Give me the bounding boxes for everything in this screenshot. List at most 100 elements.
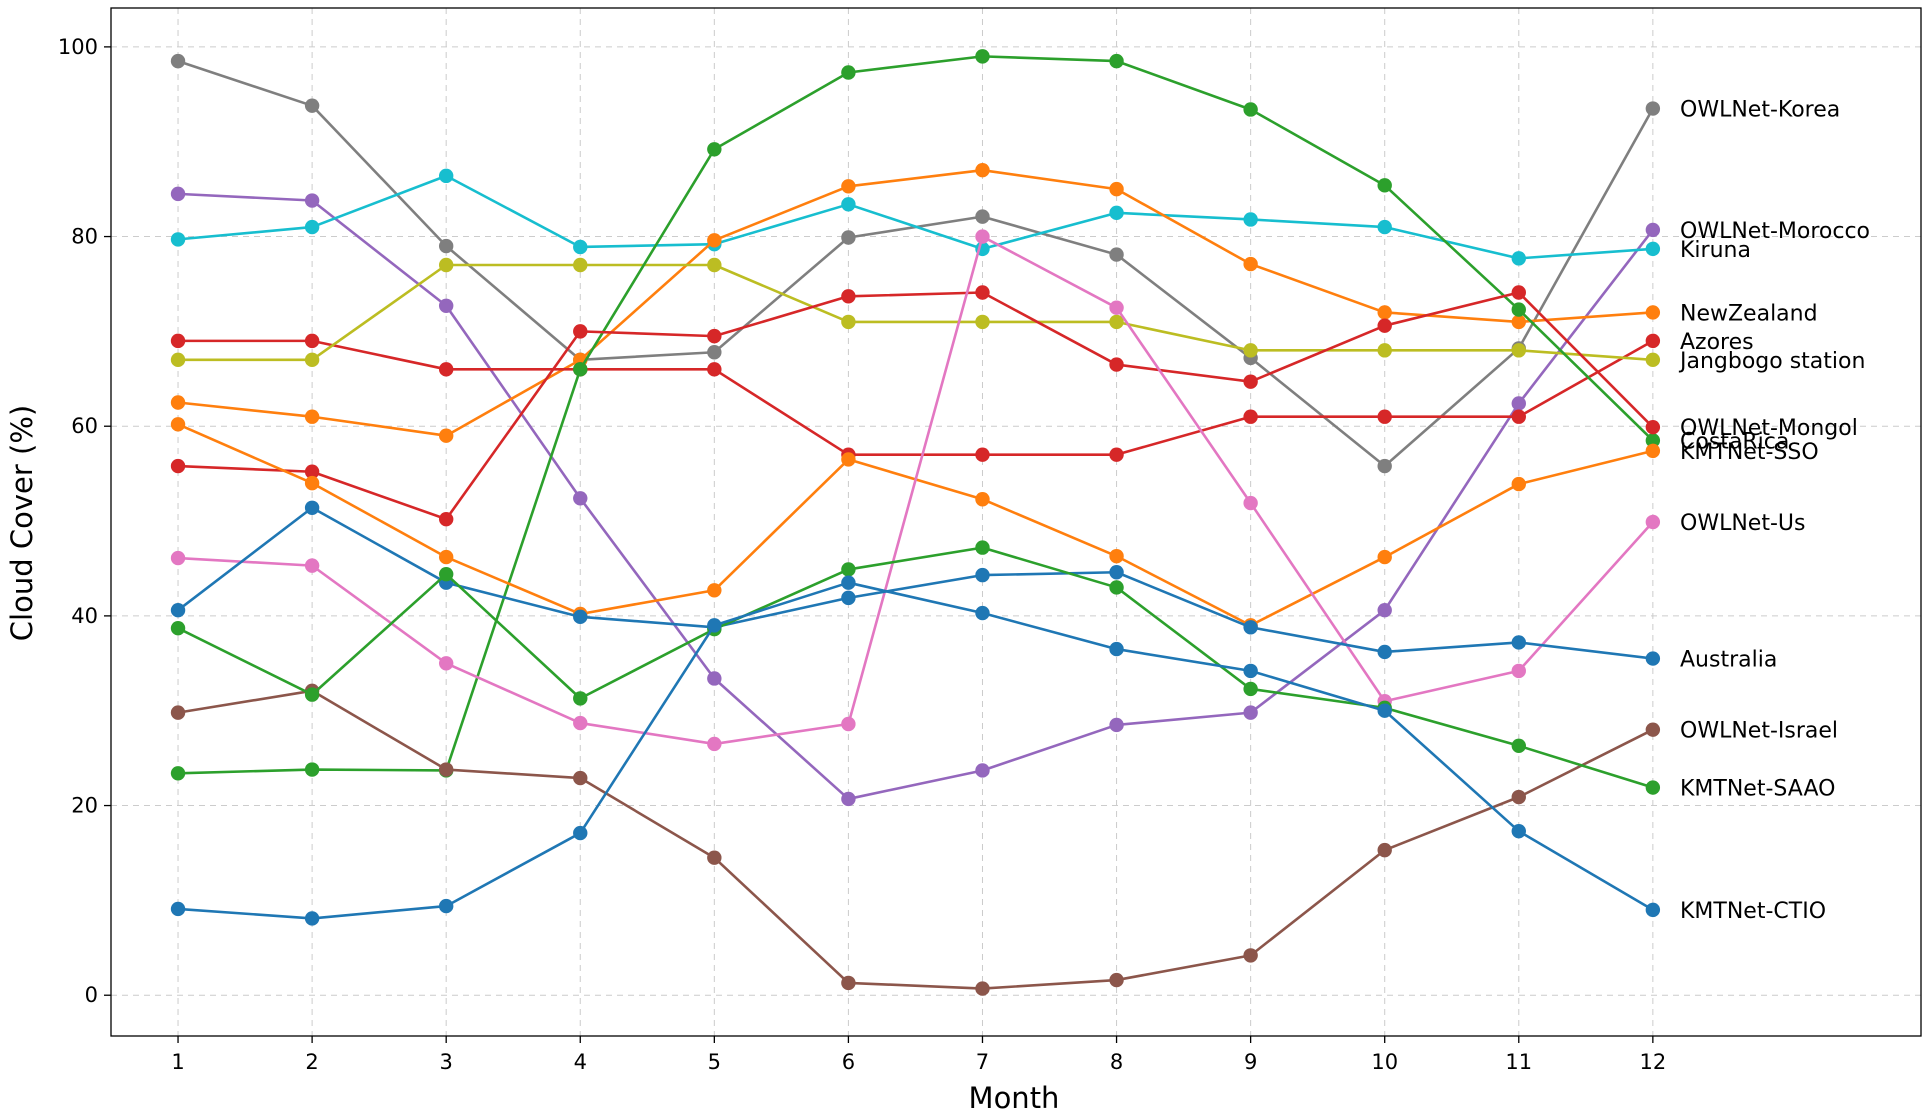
series-label: NewZealand [1680,301,1818,326]
data-point [1645,443,1661,459]
data-point [304,333,320,349]
data-point [1511,396,1526,411]
data-point [304,762,320,777]
series-azores [170,333,1661,462]
data-point [304,911,320,926]
data-point [1243,663,1258,679]
series-label: Australia [1680,648,1777,673]
data-point [1645,651,1661,666]
data-point [975,314,990,330]
series-label: OWLNet-Israel [1680,719,1838,744]
data-point [170,621,186,636]
data-point [1243,495,1258,511]
series-costarica [170,49,1661,781]
data-point [1377,458,1392,474]
data-point [1243,256,1258,272]
data-point [1243,948,1258,963]
data-point [1377,842,1392,858]
data-point [841,65,856,80]
data-point [304,352,320,368]
data-point [1109,357,1124,372]
data-point [1645,222,1661,238]
data-point [438,898,454,914]
data-point [1645,241,1661,257]
data-point [975,492,990,507]
data-point [1511,314,1526,330]
data-point [707,345,722,360]
data-point [1109,314,1124,330]
series-line [177,168,1653,438]
data-point [1377,602,1392,618]
data-point [707,142,722,157]
data-point [573,825,588,841]
data-point [1243,212,1258,227]
data-point [1109,580,1124,595]
data-point [707,850,722,865]
series-owlnet-israel [170,683,1661,996]
series-label: OWLNet-Korea [1680,98,1840,123]
series-label: Kiruna [1680,238,1751,263]
series-line [177,174,1653,260]
data-point [841,590,856,606]
data-point [573,770,588,786]
data-point [975,981,990,996]
data-point [1109,247,1124,262]
data-point [438,566,454,582]
series-label: KMTNet-CTIO [1680,899,1826,924]
data-point [1511,343,1526,358]
data-point [1377,644,1392,660]
series-kiruna [170,168,1661,266]
data-point [1109,565,1124,580]
data-point [1109,972,1124,988]
data-point [304,464,320,479]
series-owlnet-mongol [170,285,1661,527]
data-point [170,417,186,432]
data-point [975,162,990,178]
series-line [177,291,1654,521]
data-point [975,763,990,778]
data-point [1511,663,1526,679]
y-tick-label: 0 [85,983,98,1007]
series-line [177,506,1654,660]
data-point [1511,635,1526,650]
data-point [1645,352,1661,368]
series-line [178,339,1654,456]
data-point [573,362,588,377]
data-point [841,197,856,212]
data-point [438,549,454,565]
data-point [975,209,990,224]
data-point [304,219,320,235]
data-point [304,409,320,424]
data-point [1243,374,1258,389]
data-point [975,285,990,300]
y-tick-label: 20 [71,794,98,818]
data-point [1243,620,1258,635]
series-line [177,581,1654,920]
data-point [573,257,588,273]
plot-frame [110,7,1922,1037]
data-point [707,671,722,686]
x-tick-label: 7 [976,1050,989,1074]
data-point [170,186,186,202]
data-point [438,656,454,671]
data-point [304,500,320,515]
data-point [438,511,454,527]
data-point [304,687,320,702]
x-tick-label: 1 [171,1050,184,1074]
x-tick-label: 8 [1110,1050,1123,1074]
data-point [1645,780,1661,795]
data-point [1243,681,1258,697]
data-point [573,324,588,339]
series-label: KMTNet-SSO [1680,440,1819,465]
data-point [170,602,186,618]
data-point [1243,343,1258,358]
data-point [438,762,454,777]
data-point [1511,409,1526,424]
data-point [707,328,722,344]
data-point [1511,789,1526,805]
data-point [841,179,856,194]
data-point [841,562,856,577]
series-newzealand [170,162,1661,443]
